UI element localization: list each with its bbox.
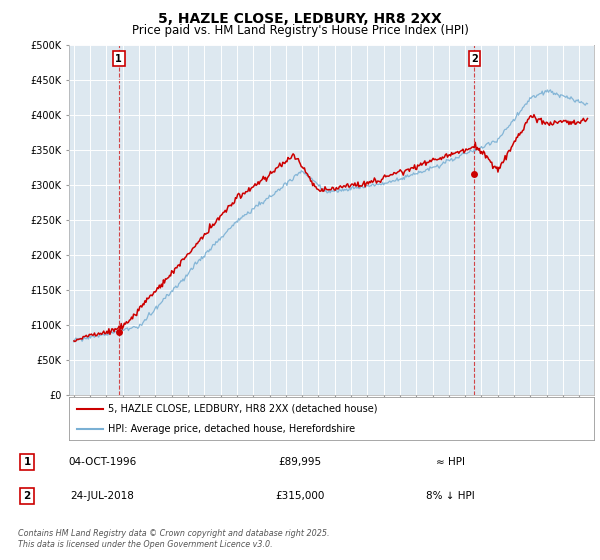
- Text: Contains HM Land Registry data © Crown copyright and database right 2025.
This d: Contains HM Land Registry data © Crown c…: [18, 529, 329, 549]
- Text: Price paid vs. HM Land Registry's House Price Index (HPI): Price paid vs. HM Land Registry's House …: [131, 24, 469, 37]
- Text: 5, HAZLE CLOSE, LEDBURY, HR8 2XX: 5, HAZLE CLOSE, LEDBURY, HR8 2XX: [158, 12, 442, 26]
- Text: 04-OCT-1996: 04-OCT-1996: [68, 457, 136, 467]
- Text: 1: 1: [115, 54, 122, 64]
- Text: 5, HAZLE CLOSE, LEDBURY, HR8 2XX (detached house): 5, HAZLE CLOSE, LEDBURY, HR8 2XX (detach…: [109, 404, 378, 414]
- Text: ≈ HPI: ≈ HPI: [436, 457, 464, 467]
- Text: HPI: Average price, detached house, Herefordshire: HPI: Average price, detached house, Here…: [109, 424, 355, 434]
- Text: 2: 2: [471, 54, 478, 64]
- Text: 2: 2: [23, 491, 31, 501]
- Text: £315,000: £315,000: [275, 491, 325, 501]
- Text: 1: 1: [23, 457, 31, 467]
- Text: 24-JUL-2018: 24-JUL-2018: [70, 491, 134, 501]
- Text: £89,995: £89,995: [278, 457, 322, 467]
- Text: 8% ↓ HPI: 8% ↓ HPI: [425, 491, 475, 501]
